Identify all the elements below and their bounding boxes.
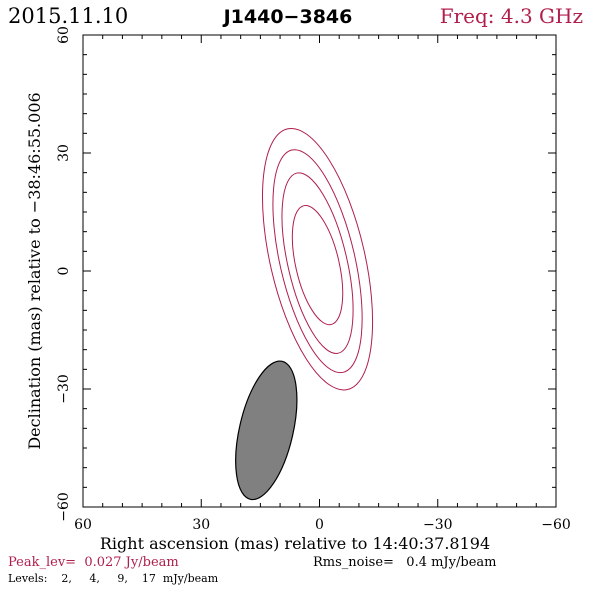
y-tick-label: 30 bbox=[56, 144, 72, 162]
x-tick-label: 30 bbox=[192, 517, 210, 533]
axis-ticks bbox=[83, 35, 556, 507]
x-tick-label: 0 bbox=[315, 517, 324, 533]
y-tick-label: 0 bbox=[56, 267, 72, 276]
contour-level-2 bbox=[261, 127, 374, 391]
contour-levels: Levels: 2, 4, 9, 17 mJy/beam bbox=[8, 572, 219, 585]
frequency-label: Freq: 4.3 GHz bbox=[440, 4, 583, 28]
x-tick-label: −30 bbox=[423, 517, 453, 533]
contour-level-17 bbox=[291, 204, 344, 326]
date-label: 2015.11.10 bbox=[8, 4, 128, 28]
x-axis-label: Right ascension (mas) relative to 14:40:… bbox=[100, 534, 490, 553]
beam-group bbox=[235, 360, 298, 501]
y-tick-label: 60 bbox=[56, 26, 72, 44]
x-tick-label: −60 bbox=[541, 517, 571, 533]
contour-level-9 bbox=[281, 172, 354, 354]
y-axis-label: Declination (mas) relative to −38:46:55.… bbox=[25, 92, 44, 449]
peak-level: Peak_lev= 0.027 Jy/beam bbox=[8, 555, 179, 570]
x-tick-labels: 60 30 0 −30 −60 bbox=[74, 517, 571, 533]
source-name: J1440−3846 bbox=[222, 6, 353, 28]
contour-group bbox=[261, 127, 374, 391]
beam-ellipse bbox=[235, 360, 298, 501]
x-tick-label: 60 bbox=[74, 517, 92, 533]
rms-noise: Rms_noise= 0.4 mJy/beam bbox=[313, 555, 496, 570]
contour-level-4 bbox=[272, 149, 363, 374]
y-tick-label: −60 bbox=[56, 492, 72, 522]
y-tick-labels: −60 −30 0 30 60 bbox=[56, 26, 72, 522]
plot-frame bbox=[82, 34, 557, 508]
y-tick-label: −30 bbox=[56, 374, 72, 404]
